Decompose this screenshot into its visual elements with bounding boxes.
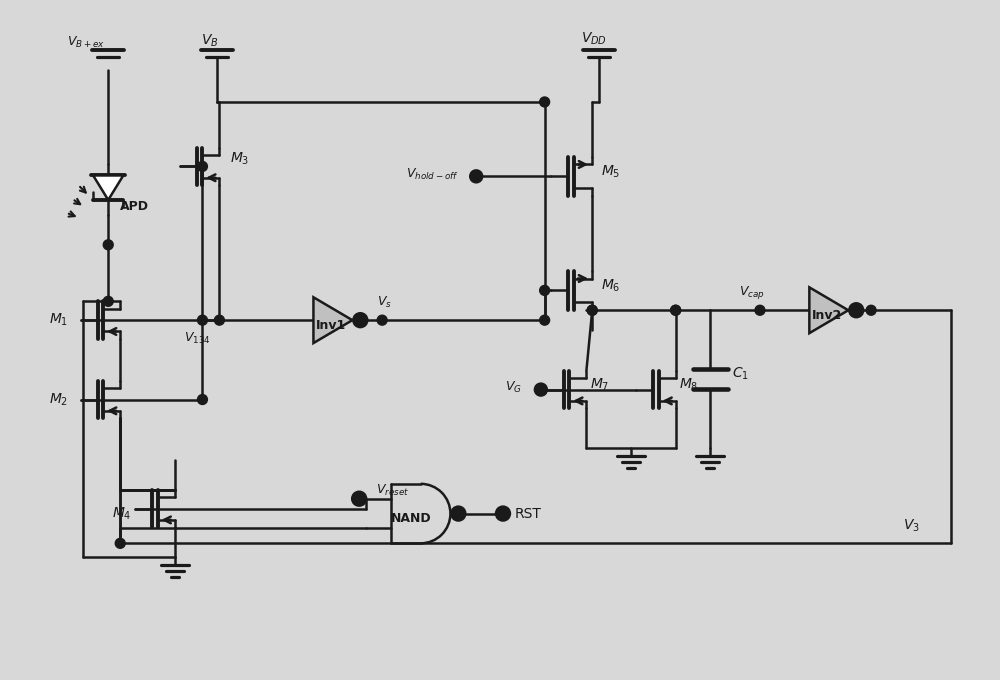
Text: Inv2: Inv2 [812, 309, 842, 322]
Circle shape [496, 507, 510, 520]
Circle shape [103, 240, 113, 250]
Text: $M_4$: $M_4$ [112, 505, 131, 522]
Circle shape [377, 316, 387, 325]
Text: $M_5$: $M_5$ [601, 163, 621, 180]
Text: RST: RST [515, 507, 542, 521]
Circle shape [587, 305, 597, 316]
Text: $V_{cap}$: $V_{cap}$ [739, 284, 765, 301]
Circle shape [671, 305, 681, 316]
Polygon shape [93, 175, 123, 200]
Circle shape [352, 492, 366, 506]
Circle shape [470, 171, 482, 182]
Text: $V_3$: $V_3$ [903, 517, 920, 534]
Circle shape [671, 305, 681, 316]
Circle shape [197, 161, 207, 171]
Text: APD: APD [120, 200, 149, 213]
Text: Inv1: Inv1 [316, 319, 347, 332]
Text: $V_{134}$: $V_{134}$ [184, 330, 211, 345]
Circle shape [214, 316, 224, 325]
Text: $M_8$: $M_8$ [679, 377, 699, 393]
Text: $M_2$: $M_2$ [49, 391, 69, 408]
Circle shape [451, 507, 465, 520]
Circle shape [353, 313, 367, 327]
Text: $M_1$: $M_1$ [49, 312, 69, 328]
Polygon shape [313, 297, 352, 343]
Circle shape [197, 316, 207, 325]
Circle shape [849, 303, 863, 317]
Circle shape [866, 305, 876, 316]
Circle shape [115, 539, 125, 548]
Circle shape [535, 384, 547, 396]
Text: $V_B$: $V_B$ [201, 32, 218, 49]
Circle shape [103, 296, 113, 306]
Circle shape [197, 394, 207, 405]
Text: $V_{reset}$: $V_{reset}$ [376, 483, 409, 498]
Text: $M_6$: $M_6$ [601, 277, 621, 294]
Circle shape [540, 97, 550, 107]
Text: $M_3$: $M_3$ [230, 150, 249, 167]
Text: $V_{DD}$: $V_{DD}$ [581, 31, 607, 47]
Circle shape [587, 305, 597, 316]
Text: $C_1$: $C_1$ [732, 366, 749, 382]
Text: $V_G$: $V_G$ [505, 380, 522, 395]
Text: $V_s$: $V_s$ [377, 294, 392, 310]
Circle shape [540, 286, 550, 295]
Circle shape [755, 305, 765, 316]
Text: $M_7$: $M_7$ [590, 377, 610, 393]
Circle shape [540, 316, 550, 325]
Text: $V_{hold-off}$: $V_{hold-off}$ [406, 167, 459, 182]
Polygon shape [809, 288, 848, 333]
Text: NAND: NAND [390, 512, 431, 525]
Text: $V_{B+ex}$: $V_{B+ex}$ [67, 35, 104, 50]
